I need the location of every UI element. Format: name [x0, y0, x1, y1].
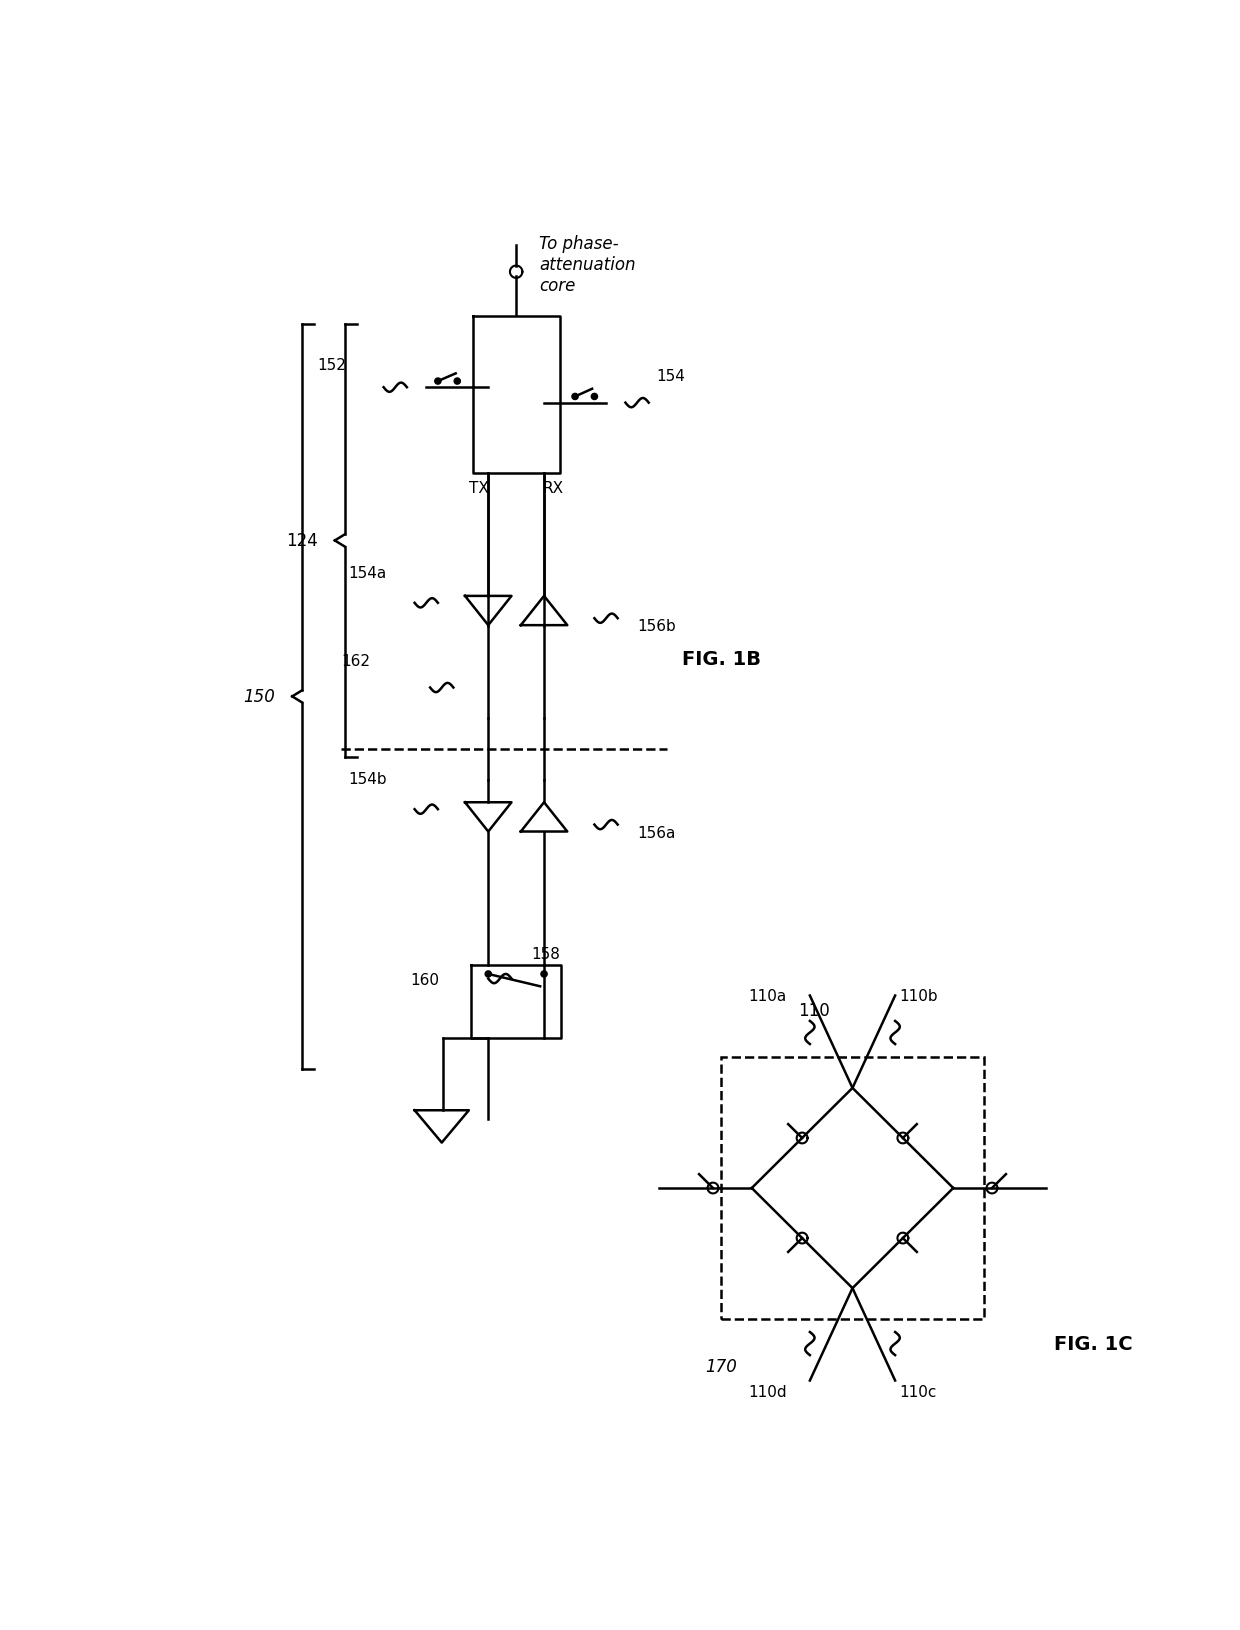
Text: 110c: 110c	[899, 1384, 936, 1400]
Polygon shape	[541, 971, 547, 978]
Text: 158: 158	[531, 947, 559, 962]
Text: 124: 124	[286, 531, 319, 549]
Polygon shape	[435, 378, 441, 385]
Text: 170: 170	[706, 1358, 737, 1376]
Text: 152: 152	[317, 357, 347, 373]
Text: 156a: 156a	[637, 825, 676, 839]
Text: 154b: 154b	[348, 771, 387, 787]
Text: 110a: 110a	[749, 988, 786, 1002]
Polygon shape	[591, 394, 598, 401]
Bar	[720, 1058, 985, 1319]
Text: 150: 150	[244, 688, 275, 706]
Text: To phase-
attenuation
core: To phase- attenuation core	[539, 235, 636, 295]
Text: 156b: 156b	[637, 619, 676, 634]
Polygon shape	[485, 971, 491, 978]
Text: FIG. 1B: FIG. 1B	[682, 650, 761, 668]
Polygon shape	[572, 394, 578, 401]
Text: 160: 160	[410, 973, 440, 988]
Text: RX: RX	[543, 481, 564, 496]
Text: 110b: 110b	[899, 988, 937, 1002]
Text: 154: 154	[656, 368, 686, 385]
Text: TX: TX	[469, 481, 489, 496]
Text: 162: 162	[341, 654, 370, 668]
Text: 110: 110	[797, 1001, 830, 1019]
Polygon shape	[454, 378, 460, 385]
Text: 154a: 154a	[348, 566, 387, 580]
Text: FIG. 1C: FIG. 1C	[1054, 1335, 1132, 1353]
Text: 110d: 110d	[748, 1384, 786, 1400]
